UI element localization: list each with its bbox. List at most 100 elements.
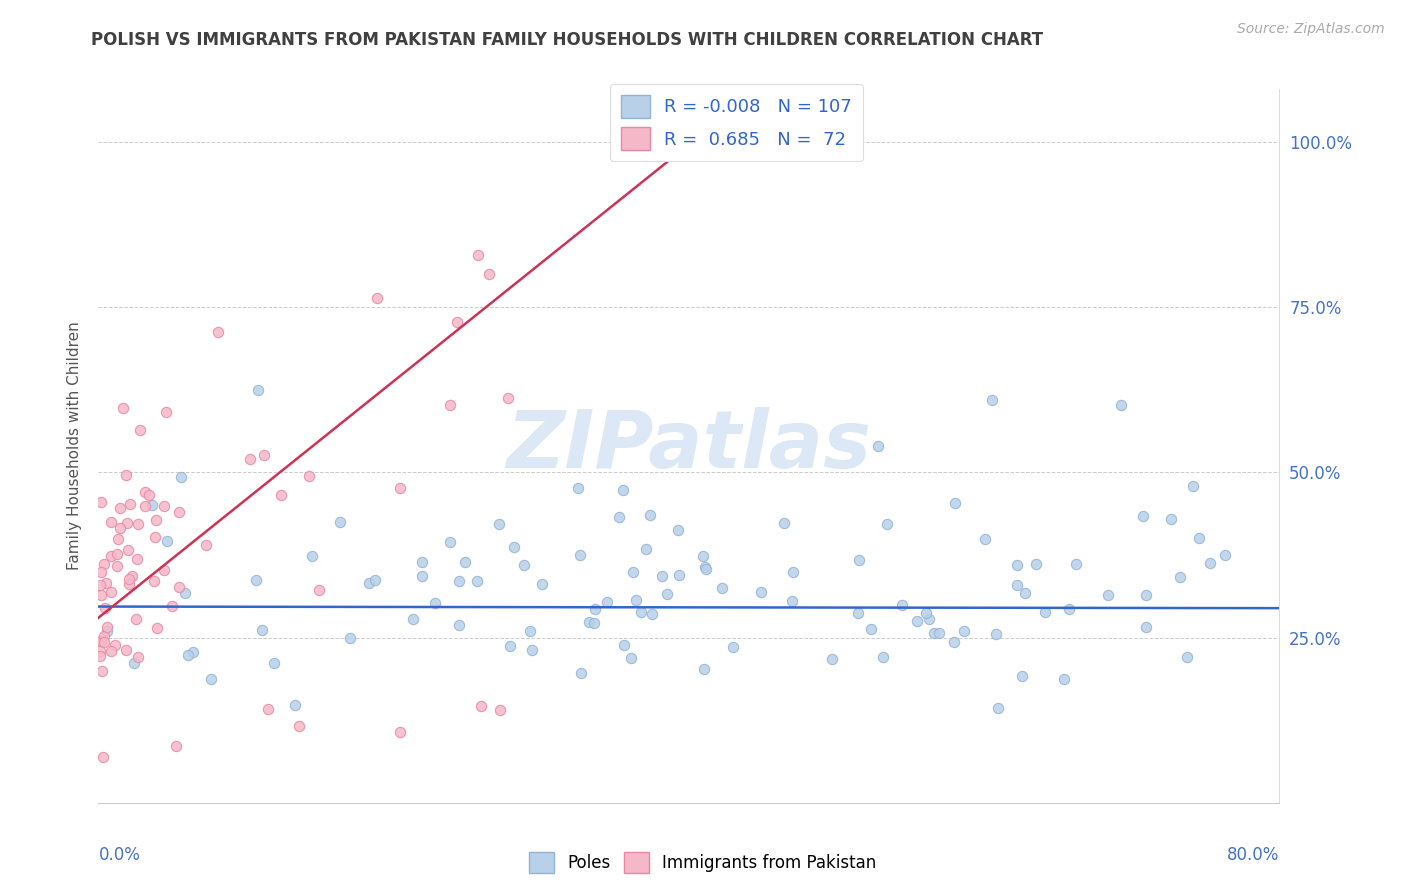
Point [91, 749, 114, 764]
Point [693, 560, 716, 574]
Point [454, 555, 477, 569]
Point [583, 602, 606, 616]
Point [93, 629, 115, 643]
Point [569, 666, 592, 681]
Point [138, 488, 160, 502]
Point [567, 481, 589, 495]
Point [90, 588, 112, 602]
Point [1007, 558, 1029, 572]
Point [263, 656, 285, 670]
Point [366, 291, 388, 305]
Point [146, 621, 169, 635]
Point [111, 401, 134, 415]
Point [613, 638, 636, 652]
Point [922, 626, 945, 640]
Point [668, 567, 690, 582]
Point [848, 552, 870, 566]
Point [612, 483, 634, 497]
Point [108, 501, 131, 516]
Point [181, 645, 204, 659]
Point [298, 468, 321, 483]
Point [692, 549, 714, 563]
Point [96, 576, 118, 591]
Point [1213, 548, 1236, 562]
Point [636, 542, 658, 557]
Point [1057, 601, 1080, 615]
Point [657, 587, 679, 601]
Point [478, 267, 501, 281]
Point [247, 383, 270, 397]
Text: 80.0%: 80.0% [1227, 846, 1279, 863]
Point [96, 620, 118, 634]
Point [520, 643, 543, 657]
Point [115, 643, 138, 657]
Point [252, 448, 274, 462]
Point [503, 541, 526, 555]
Point [402, 612, 425, 626]
Point [127, 551, 149, 566]
Point [339, 631, 361, 645]
Point [820, 652, 842, 666]
Point [287, 719, 309, 733]
Point [114, 468, 136, 483]
Point [127, 517, 149, 532]
Y-axis label: Family Households with Children: Family Households with Children [66, 322, 82, 570]
Point [89, 648, 111, 663]
Point [470, 699, 492, 714]
Point [100, 549, 122, 563]
Point [498, 639, 520, 653]
Legend: R = -0.008   N = 107, R =  0.685   N =  72: R = -0.008 N = 107, R = 0.685 N = 72 [610, 84, 862, 161]
Point [118, 576, 141, 591]
Point [596, 595, 619, 609]
Point [96, 624, 118, 639]
Point [987, 700, 1010, 714]
Legend: Poles, Immigrants from Pakistan: Poles, Immigrants from Pakistan [523, 846, 883, 880]
Point [118, 497, 141, 511]
Point [1066, 557, 1088, 571]
Point [134, 499, 156, 513]
Point [89, 495, 111, 509]
Point [104, 638, 127, 652]
Point [155, 534, 177, 549]
Point [465, 574, 488, 588]
Point [488, 703, 510, 717]
Point [93, 557, 115, 571]
Point [142, 574, 165, 588]
Point [152, 562, 174, 576]
Point [90, 565, 112, 579]
Point [107, 533, 129, 547]
Point [846, 606, 869, 620]
Point [1168, 570, 1191, 584]
Point [780, 594, 803, 608]
Point [388, 482, 411, 496]
Point [621, 565, 644, 579]
Point [89, 577, 111, 591]
Point [638, 508, 661, 523]
Point [89, 643, 111, 657]
Point [986, 627, 1008, 641]
Point [117, 542, 139, 557]
Point [194, 538, 217, 552]
Point [100, 585, 122, 599]
Point [308, 583, 330, 598]
Point [1135, 620, 1157, 634]
Point [915, 606, 938, 620]
Point [446, 315, 468, 329]
Point [513, 558, 536, 572]
Point [876, 516, 898, 531]
Point [105, 558, 128, 573]
Point [118, 572, 141, 586]
Point [651, 568, 673, 582]
Point [974, 532, 997, 546]
Point [866, 439, 889, 453]
Point [749, 585, 772, 599]
Point [155, 404, 177, 418]
Point [496, 391, 519, 405]
Point [141, 498, 163, 512]
Point [90, 664, 112, 678]
Point [1011, 669, 1033, 683]
Point [519, 624, 541, 638]
Point [723, 640, 745, 654]
Point [245, 574, 267, 588]
Point [582, 616, 605, 631]
